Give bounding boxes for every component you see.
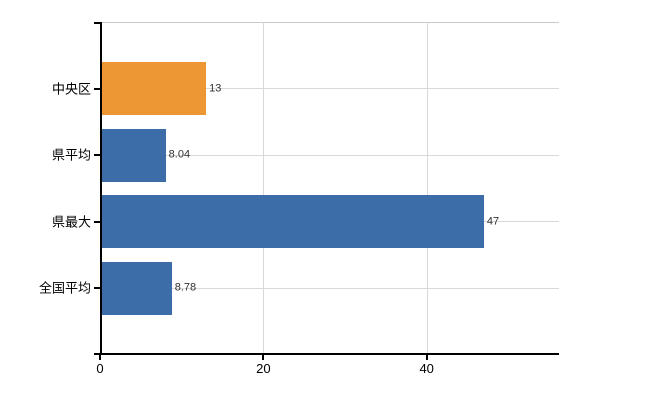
horizontal-gridline xyxy=(100,88,559,89)
category-label: 全国平均 xyxy=(38,280,91,296)
x-tick-label: 40 xyxy=(419,361,434,376)
bar-value-label: 8.04 xyxy=(168,148,191,161)
category-label: 中央区 xyxy=(51,81,91,96)
x-axis-line xyxy=(94,353,559,355)
y-axis-tick xyxy=(94,154,100,156)
bar-県最大 xyxy=(100,195,484,248)
y-axis-tick xyxy=(94,87,100,90)
horizontal-gridline xyxy=(100,287,559,289)
bar-value-label: 13 xyxy=(209,82,222,94)
category-label: 県平均 xyxy=(51,147,91,163)
bar-全国平均 xyxy=(100,261,172,315)
vertical-gridline xyxy=(263,22,265,353)
bar-中央区 xyxy=(100,62,207,115)
bar-value-label: 8.78 xyxy=(174,281,197,294)
y-axis-line xyxy=(100,22,102,354)
y-axis-tick xyxy=(94,220,100,223)
plot-top-border xyxy=(100,22,559,23)
x-axis-tick xyxy=(99,353,101,360)
horizontal-gridline xyxy=(100,154,559,156)
vertical-gridline xyxy=(426,22,428,353)
x-tick-label: 0 xyxy=(96,361,104,376)
x-axis-tick xyxy=(425,353,428,360)
x-axis-tick xyxy=(262,353,265,360)
y-axis-top-tick xyxy=(94,22,100,24)
x-tick-label: 20 xyxy=(256,361,271,376)
category-label: 県最大 xyxy=(51,214,91,229)
bar-県平均 xyxy=(100,128,166,182)
bar-value-label: 47 xyxy=(486,215,500,227)
y-axis-tick xyxy=(94,287,100,289)
